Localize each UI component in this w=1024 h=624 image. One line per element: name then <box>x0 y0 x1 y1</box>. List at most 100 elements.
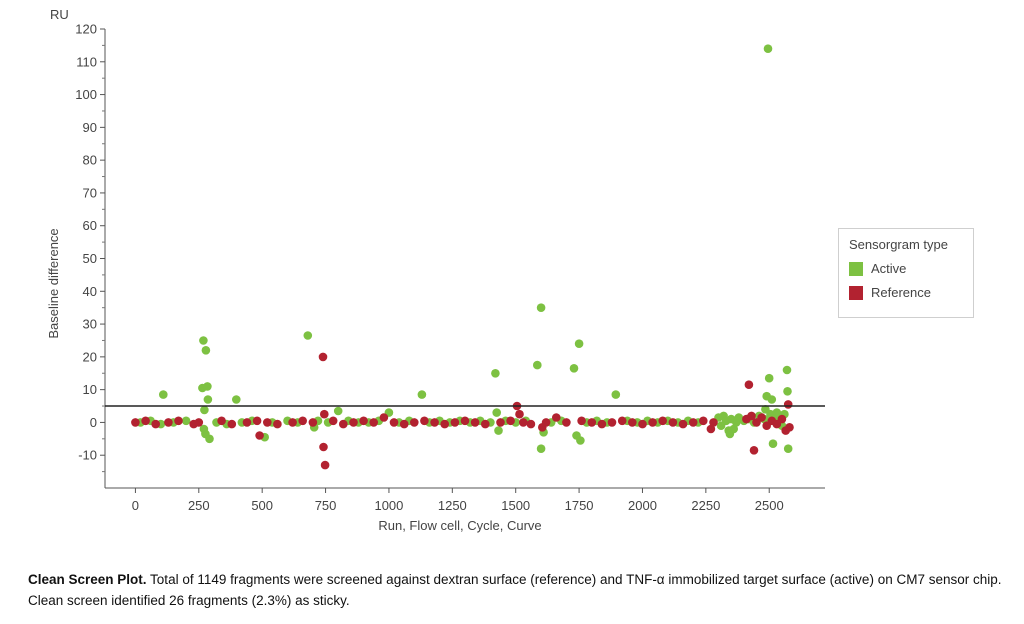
point-reference <box>757 413 766 422</box>
point-reference <box>541 418 551 427</box>
point-active <box>536 444 546 454</box>
point-active <box>569 364 579 373</box>
point-reference <box>481 419 490 429</box>
point-reference <box>749 446 759 455</box>
point-reference <box>174 416 183 426</box>
point-reference <box>783 400 793 409</box>
x-tick-label: 250 <box>188 498 210 513</box>
point-active <box>782 365 792 375</box>
legend-title: Sensorgram type <box>849 237 948 252</box>
x-tick-label: 1500 <box>501 498 530 513</box>
point-reference <box>460 416 470 426</box>
point-active <box>783 387 792 396</box>
point-reference <box>440 419 450 429</box>
legend-label-reference: Reference <box>871 285 931 300</box>
point-reference <box>526 419 536 429</box>
y-tick-label: 90 <box>83 120 97 135</box>
point-reference <box>658 416 667 426</box>
x-axis-title: Run, Flow cell, Cycle, Curve <box>378 518 541 533</box>
point-reference <box>747 411 756 421</box>
y-tick-label: 100 <box>75 87 97 102</box>
point-reference <box>227 419 237 429</box>
legend-label-active: Active <box>871 261 907 276</box>
point-reference <box>638 419 647 429</box>
point-active <box>203 382 212 391</box>
y-axis-title: Baseline difference <box>46 228 61 338</box>
x-tick-label: 2250 <box>691 498 720 513</box>
point-reference <box>420 416 429 426</box>
point-reference <box>617 416 627 426</box>
point-reference <box>349 418 358 427</box>
point-active <box>203 395 213 404</box>
legend-swatch-reference <box>849 285 863 300</box>
point-reference <box>597 419 607 429</box>
point-reference <box>410 418 419 427</box>
y-tick-label: 30 <box>83 317 97 332</box>
point-reference <box>369 418 379 427</box>
point-reference <box>379 413 389 422</box>
point-reference <box>678 419 688 429</box>
point-active <box>232 395 241 404</box>
point-reference <box>151 419 160 429</box>
y-tick-label: 70 <box>83 185 97 200</box>
point-active <box>199 336 208 345</box>
point-active <box>611 390 621 399</box>
point-active <box>764 373 774 383</box>
point-reference <box>252 416 262 426</box>
point-active <box>783 444 793 454</box>
point-active <box>533 360 542 370</box>
y-tick-label: 40 <box>83 284 97 299</box>
x-tick-label: 0 <box>132 498 139 513</box>
point-active <box>491 369 500 378</box>
point-active <box>205 434 214 444</box>
point-reference <box>430 418 439 427</box>
y-tick-label: 110 <box>76 54 97 69</box>
x-tick-label: 500 <box>251 498 273 513</box>
point-reference <box>552 413 561 422</box>
point-reference <box>263 418 272 427</box>
y-tick-label: 20 <box>83 349 97 364</box>
point-reference <box>699 416 708 426</box>
scatter-chart: -10 0 10 20 30 40 50 60 70 80 90 100 110 120 0 250 500 7… <box>46 7 825 533</box>
y-tick-label: -10 <box>78 448 97 463</box>
point-reference <box>515 409 524 419</box>
point-reference <box>562 418 571 427</box>
point-reference <box>298 416 308 426</box>
legend-swatch-active <box>849 261 863 276</box>
point-reference <box>709 418 718 427</box>
point-active <box>159 390 168 399</box>
point-active <box>768 439 778 449</box>
point-reference <box>164 418 173 427</box>
x-tick-label: 2000 <box>628 498 657 513</box>
point-reference <box>577 416 586 426</box>
y-tick-label: 120 <box>75 22 97 37</box>
point-reference <box>328 416 338 426</box>
point-reference <box>288 418 297 427</box>
caption-title: Clean Screen Plot. <box>28 572 147 587</box>
y-unit-label: RU <box>50 7 69 22</box>
point-reference <box>194 418 204 427</box>
point-active <box>201 346 211 355</box>
point-active <box>417 390 427 399</box>
point-reference <box>320 409 329 419</box>
point-reference <box>470 418 480 427</box>
point-reference <box>744 380 754 390</box>
x-axis: 0 250 500 750 1000 1250 1500 1750 2000 2250 2500 <box>105 487 825 513</box>
point-reference <box>496 418 505 427</box>
point-reference <box>777 414 787 424</box>
point-reference <box>785 423 794 432</box>
point-reference <box>706 424 716 434</box>
point-reference <box>688 418 698 427</box>
legend-item-active: Active <box>849 261 963 276</box>
x-tick-label: 2500 <box>755 498 784 513</box>
point-reference <box>131 418 140 427</box>
point-active <box>200 405 209 415</box>
y-tick-label: 0 <box>90 415 97 430</box>
point-reference <box>506 416 515 426</box>
y-tick-label: 80 <box>83 153 97 168</box>
point-reference <box>320 460 330 470</box>
point-reference <box>242 418 252 427</box>
point-active <box>576 436 585 445</box>
point-active <box>574 339 584 349</box>
point-reference <box>359 416 368 426</box>
